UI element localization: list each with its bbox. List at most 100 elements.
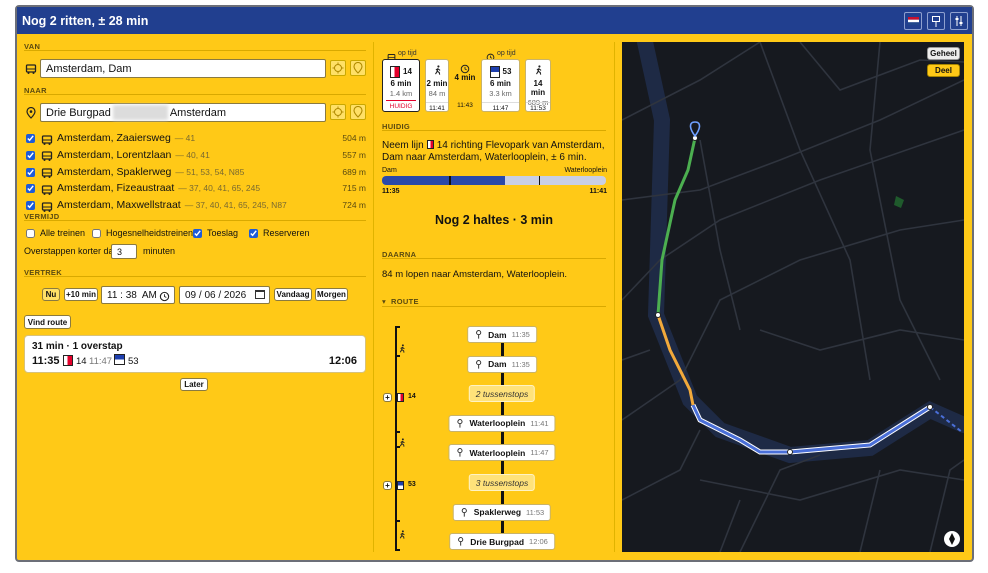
instruction: Neem lijn 14 richting Flevopark van Amste… [382, 140, 608, 164]
stop-checkbox[interactable] [26, 184, 35, 194]
stop-name: Amsterdam, Maxwellstraat [57, 199, 181, 212]
stop-checkbox[interactable] [26, 134, 35, 143]
map-pick-button[interactable] [350, 104, 366, 120]
plus-10-button[interactable]: +10 min [64, 288, 98, 301]
leg-distance: 84 m [428, 89, 446, 98]
route-stop-name: Waterlooplein [469, 418, 526, 429]
clock-icon [460, 61, 470, 74]
map-pick-button[interactable] [350, 60, 366, 76]
map-whole-button[interactable]: Geheel [927, 47, 960, 60]
progress-fill [382, 176, 506, 185]
section-label: HUIDIG [382, 122, 411, 131]
button-icon [353, 106, 363, 118]
bus-icon [41, 183, 53, 195]
locate-button[interactable] [330, 60, 346, 76]
find-route-button[interactable]: Vind route [24, 315, 71, 329]
settings-button[interactable] [950, 12, 968, 30]
route-stop[interactable]: Drie Burgpad 12:06 [449, 533, 555, 551]
section-label: NAAR [24, 86, 47, 95]
flag-icon [907, 17, 919, 25]
stop-row: Amsterdam, Lorentzlaan — 40, 41 [57, 149, 210, 161]
time-input[interactable]: 11 : 38 AM [101, 286, 175, 304]
leg-card[interactable]: 53 6 min 3.3 km 11:47 [481, 59, 520, 112]
leg-badge: HUIDIG [386, 100, 416, 110]
remaining: Nog 2 haltes · 3 min [434, 213, 554, 227]
stop-lines: — 41 [174, 133, 196, 143]
route-stop-time: 11:41 [530, 418, 549, 428]
line-badge [63, 355, 73, 366]
stop-lines: — 51, 53, 54, N85 [175, 166, 245, 177]
bus-icon [25, 62, 37, 74]
stop-row: Amsterdam, Zaaiersweg — 41 [57, 132, 195, 144]
avoid-checkbox[interactable] [92, 229, 101, 238]
stop-lines: — 37, 40, 41, 65, 245, N87 [184, 200, 287, 211]
route-tram-current [656, 314, 695, 406]
section-rule [24, 276, 366, 277]
section-rule [382, 306, 606, 307]
route-stop[interactable]: Spaklerweg 11:53 [452, 503, 552, 521]
bus-icon [41, 200, 53, 212]
intermediate-stops[interactable]: 2 tussenstops [468, 385, 536, 403]
leg-time: 11:47 [482, 102, 519, 112]
result-arrive: 12:06 [328, 355, 357, 367]
line-badge [114, 354, 125, 365]
to-input[interactable]: Drie Burgpad Amsterdam [40, 103, 326, 122]
leg-time: 11:53 [526, 102, 550, 112]
route-bus [691, 404, 931, 454]
result-summary: 31 min · 1 overstap [32, 341, 123, 352]
stop-name: Amsterdam, Spaklerweg [57, 165, 172, 178]
stop-distance: 504 m [342, 133, 366, 143]
stop-marker [449, 176, 451, 185]
stop-checkbox[interactable] [26, 167, 35, 177]
section-label: VERTREK [24, 268, 62, 277]
intermediate-stops[interactable]: 3 tussenstops [468, 474, 536, 491]
result-line: 14 [76, 356, 87, 367]
now-button[interactable]: Nu [42, 288, 60, 301]
locate-button[interactable] [330, 104, 346, 120]
timeline-tick [395, 355, 400, 357]
avoid-label: Alle treinen [40, 228, 86, 238]
flag-button[interactable] [904, 12, 922, 30]
progress-track [382, 176, 606, 185]
result-card[interactable]: 31 min · 1 overstap 11:35 14 11:47 53 12:06 [24, 335, 366, 373]
transfer-unit: minuten [143, 246, 176, 256]
bus-icon [41, 133, 53, 145]
route-stop[interactable]: Dam 11:35 [467, 326, 537, 343]
blurred-text [112, 105, 168, 120]
leg-card[interactable]: 14 min 689 m 11:53 [525, 59, 551, 112]
section-rule [382, 130, 606, 131]
leg-card[interactable]: 14 6 min 1.4 km HUIDIG [382, 59, 420, 112]
header-title: Nog 2 ritten, ± 28 min [22, 14, 149, 28]
route-side-line: 14 [408, 393, 416, 400]
leg-card[interactable]: 2 min 84 m 11:41 [425, 59, 449, 112]
route-stop[interactable]: Dam 11:35 [467, 355, 537, 373]
timeline-tick [395, 520, 400, 522]
expand-button[interactable]: + [383, 393, 392, 402]
stop-distance: 557 m [342, 149, 366, 160]
avoid-checkbox[interactable] [193, 229, 202, 238]
avoid-checkbox[interactable] [249, 229, 258, 238]
avoid-checkbox[interactable] [26, 229, 35, 238]
today-button[interactable]: Vandaag [274, 288, 312, 301]
leg-duration: 14 min [530, 79, 546, 97]
calendar-icon [255, 290, 265, 299]
stop-button[interactable] [927, 12, 945, 30]
transfer-input[interactable]: 3 [111, 244, 137, 259]
stop-checkbox[interactable] [26, 201, 35, 211]
date-input[interactable]: 09 / 06 / 2026 [179, 286, 270, 304]
clock-icon [159, 289, 170, 302]
stop-checkbox[interactable] [26, 150, 35, 160]
route-stop[interactable]: Waterlooplein 11:41 [448, 414, 556, 432]
stop-row: Amsterdam, Maxwellstraat — 37, 40, 41, 65… [57, 199, 287, 211]
from-input[interactable]: Amsterdam, Dam [40, 59, 326, 78]
route-stop [927, 404, 933, 410]
stop-marker [538, 176, 541, 185]
map-part-button[interactable]: Deel [927, 64, 960, 77]
later-button[interactable]: Later [180, 378, 208, 391]
leg-status: op tijd [497, 50, 516, 57]
route-stop[interactable]: Waterlooplein 11:47 [448, 444, 556, 462]
walk-icon [433, 65, 443, 75]
timeline-tick [395, 549, 400, 551]
tomorrow-button[interactable]: Morgen [315, 288, 348, 301]
expand-button[interactable]: + [383, 481, 392, 490]
